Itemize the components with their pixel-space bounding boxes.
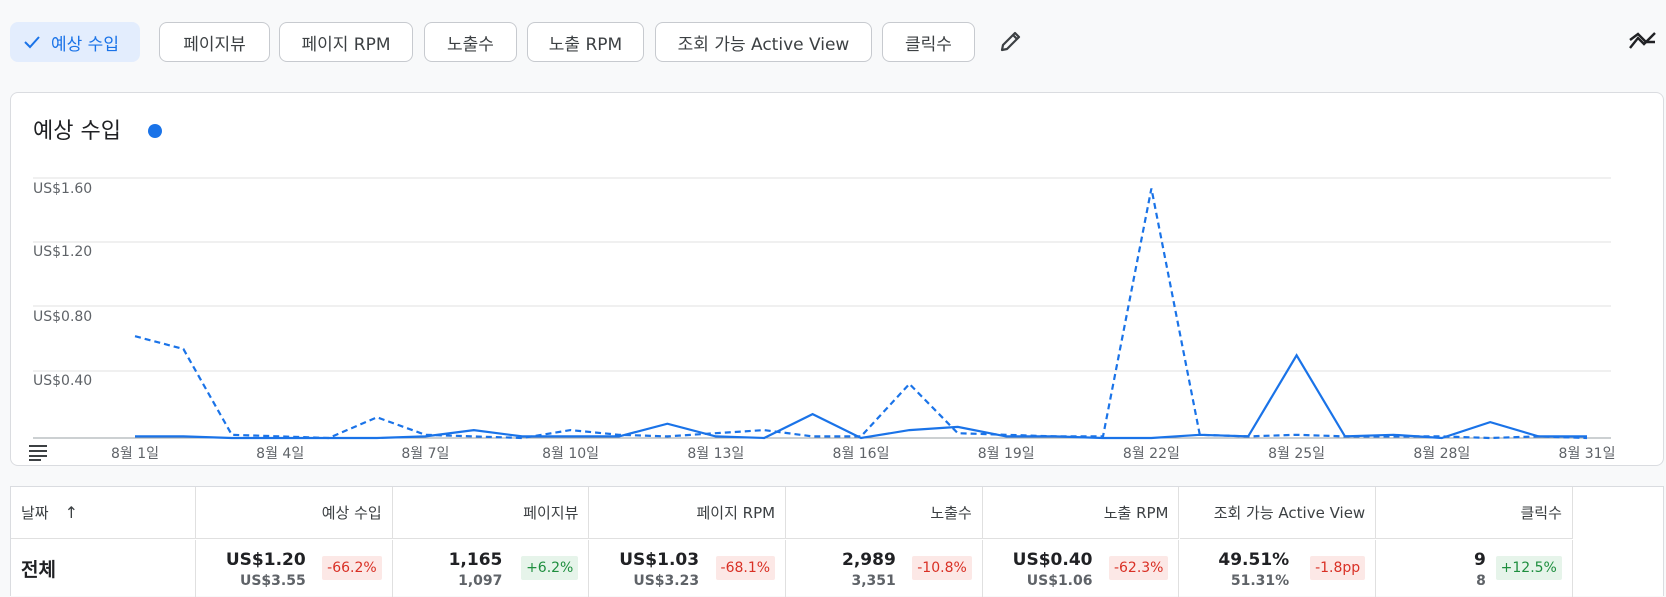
- header-label: 조회 가능 Active View: [1213, 504, 1366, 522]
- previous-value: US$1.06: [1026, 573, 1093, 589]
- total-cell-impressions: 2,989 3,351 -10.8%: [786, 540, 983, 597]
- current-value: US$1.03: [619, 550, 700, 570]
- current-value: 2,989: [842, 550, 896, 570]
- chip-clicks[interactable]: 클릭수: [882, 22, 975, 62]
- chip-label: 노출수: [447, 34, 494, 55]
- header-active-view[interactable]: 조회 가능 Active View: [1179, 487, 1377, 539]
- current-value: 1,165: [448, 550, 503, 570]
- chart-card: 예상 수입 US$1.60 US$1.20 US$0.80 US$0.40 8월 1일 8…: [10, 92, 1664, 466]
- x-tick-label: 8월 22일: [1123, 446, 1180, 462]
- sort-arrow-icon: ↑: [64, 503, 79, 522]
- x-tick-label: 8월 4일: [256, 446, 304, 462]
- check-icon: [24, 36, 40, 49]
- chip-page-views[interactable]: 페이지뷰: [159, 22, 270, 62]
- chart-title: 예상 수입: [33, 119, 121, 144]
- previous-value: US$3.55: [239, 573, 306, 589]
- header-date[interactable]: 날짜 ↑: [11, 487, 196, 539]
- change-badge: -1.8pp: [1310, 556, 1366, 580]
- header-label: 예상 수입: [321, 504, 382, 522]
- chip-label: 페이지 RPM: [301, 34, 391, 55]
- header-page-views[interactable]: 페이지뷰: [392, 487, 590, 539]
- current-value: US$1.20: [225, 550, 306, 570]
- header-clicks[interactable]: 클릭수: [1376, 487, 1573, 539]
- chip-impression-rpm[interactable]: 노출 RPM: [527, 22, 644, 62]
- chip-label: 예상 수입: [51, 34, 119, 55]
- y-tick-label: US$1.60: [33, 181, 92, 197]
- change-badge: -68.1%: [715, 556, 776, 580]
- chip-label: 클릭수: [905, 34, 952, 55]
- total-cell-impression-rpm: US$0.40 US$1.06 -62.3%: [983, 540, 1180, 597]
- change-badge: -62.3%: [1108, 556, 1169, 580]
- chip-label: 조회 가능 Active View: [677, 34, 850, 55]
- chip-label: 페이지뷰: [183, 34, 246, 55]
- previous-value: US$3.23: [633, 573, 700, 589]
- chip-label: 노출 RPM: [548, 34, 623, 55]
- earnings-line-chart: US$1.60 US$1.20 US$0.80 US$0.40 8월 1일 8월 4일 8월…: [33, 177, 1616, 462]
- previous-value: 8: [1476, 573, 1486, 589]
- series-line-current: [135, 353, 1587, 440]
- trend-compare-icon[interactable]: [1628, 28, 1658, 54]
- header-impressions[interactable]: 노출수: [786, 487, 983, 539]
- header-label: 클릭수: [1520, 504, 1562, 522]
- x-tick-label: 8월 13일: [687, 446, 744, 462]
- x-tick-label: 8월 19일: [978, 446, 1035, 462]
- change-badge: -10.8%: [912, 556, 972, 580]
- current-value: 9: [1474, 550, 1486, 570]
- change-badge: +12.5%: [1495, 556, 1562, 580]
- x-tick-label: 8월 16일: [833, 446, 890, 462]
- pencil-icon[interactable]: [996, 26, 1026, 56]
- x-tick-label: 8월 1일: [111, 446, 159, 462]
- x-tick-label: 8월 28일: [1413, 446, 1470, 462]
- header-label: 날짜: [21, 504, 49, 522]
- chip-impressions[interactable]: 노출수: [424, 22, 517, 62]
- change-badge: -66.2%: [322, 556, 382, 580]
- total-cell-active-view: 49.51% 51.31% -1.8pp: [1180, 540, 1377, 597]
- series-line-previous: [134, 188, 1588, 440]
- change-badge: +6.2%: [521, 556, 579, 580]
- header-label: 페이지 RPM: [696, 504, 776, 522]
- y-tick-label: US$0.40: [33, 373, 92, 389]
- current-value: US$0.40: [1012, 550, 1093, 570]
- previous-value: 51.31%: [1230, 573, 1290, 589]
- header-impression-rpm[interactable]: 노출 RPM: [982, 487, 1180, 539]
- total-cell-page-views: 1,165 1,097 +6.2%: [393, 540, 590, 597]
- metrics-table: 날짜 ↑ 전체 예상 수입 US$1.20 US$3.55 -66.2% 페이지뷰 1,1…: [10, 486, 1664, 597]
- current-value: 49.51%: [1218, 550, 1290, 570]
- header-estimated-earnings[interactable]: 예상 수입: [196, 487, 393, 539]
- x-tick-label: 8월 31일: [1559, 446, 1616, 462]
- total-cell-estimated-earnings: US$1.20 US$3.55 -66.2%: [196, 540, 393, 597]
- header-label: 노출수: [930, 504, 972, 522]
- header-label: 페이지뷰: [523, 504, 579, 522]
- total-row-label: 전체: [11, 540, 196, 597]
- x-tick-label: 8월 7일: [401, 446, 449, 462]
- x-tick-label: 8월 25일: [1268, 446, 1325, 462]
- previous-value: 3,351: [851, 573, 896, 589]
- metric-selector-bar: 예상 수입 페이지뷰 페이지 RPM 노출수 노출 RPM 조회 가능 Acti…: [0, 0, 1666, 86]
- chip-page-rpm[interactable]: 페이지 RPM: [279, 22, 413, 62]
- total-cell-clicks: 9 8 +12.5%: [1376, 540, 1573, 597]
- x-tick-label: 8월 10일: [542, 446, 599, 462]
- menu-icon[interactable]: [27, 443, 49, 461]
- y-tick-label: US$1.20: [33, 244, 92, 260]
- total-cell-page-rpm: US$1.03 US$3.23 -68.1%: [589, 540, 787, 597]
- header-page-rpm[interactable]: 페이지 RPM: [589, 487, 787, 539]
- header-label: 노출 RPM: [1103, 504, 1169, 522]
- previous-value: 1,097: [458, 573, 503, 589]
- legend-dot: [148, 124, 162, 138]
- y-tick-label: US$0.80: [33, 309, 92, 325]
- chip-estimated-earnings[interactable]: 예상 수입: [10, 22, 140, 62]
- chip-active-view[interactable]: 조회 가능 Active View: [655, 22, 872, 62]
